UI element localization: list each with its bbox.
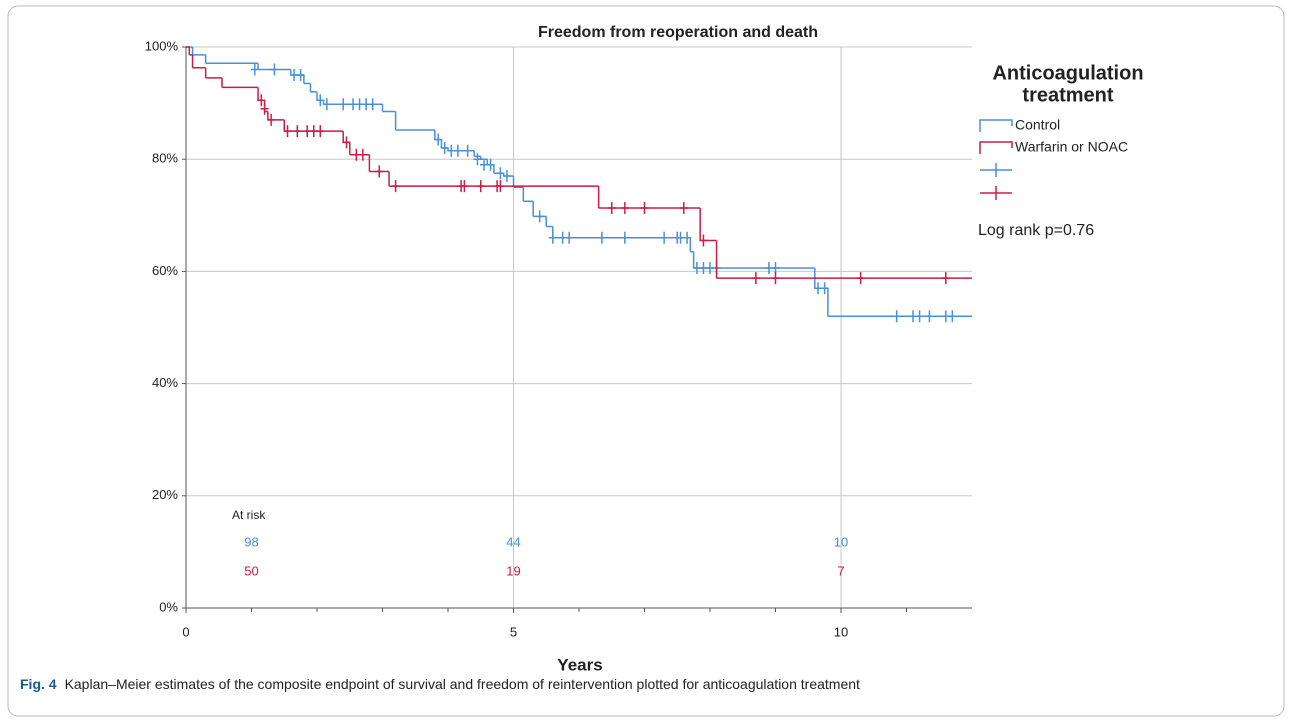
censor-mark: [771, 272, 780, 285]
y-tick-label: 60%: [152, 263, 178, 278]
censor-mark: [679, 202, 688, 215]
censor-mark: [699, 234, 708, 247]
figure-border: [7, 5, 1285, 717]
censor-mark: [496, 180, 505, 193]
censor-mark: [391, 180, 400, 193]
censor-mark: [342, 136, 351, 149]
at-risk-count: 10: [834, 534, 848, 549]
censor-mark: [640, 202, 649, 215]
annotation: Log rank p=0.76: [978, 222, 1094, 239]
censor-mark: [597, 231, 606, 244]
censor-mark: [660, 231, 669, 244]
censor-mark: [607, 202, 616, 215]
caption-text: Kaplan–Meier estimates of the composite …: [65, 676, 860, 692]
at-risk-label: At risk: [232, 508, 266, 522]
censor-mark: [496, 167, 505, 180]
caption: Fig. 4 Kaplan–Meier estimates of the comp…: [20, 676, 860, 692]
censor-mark: [316, 94, 325, 107]
censor-mark: [548, 231, 557, 244]
censor-mark: [486, 158, 495, 171]
censor-mark: [293, 125, 302, 138]
x-tick-label: 5: [510, 624, 517, 639]
censor-mark: [683, 231, 692, 244]
censor-mark: [260, 102, 269, 115]
censor-mark: [473, 153, 482, 166]
y-tick-label: 100%: [145, 38, 179, 53]
censor-mark: [820, 282, 829, 295]
x-tick-label: 10: [834, 624, 848, 639]
legend-title: Anticoagulation: [992, 62, 1143, 84]
censor-mark: [283, 125, 292, 138]
censor-mark: [460, 180, 469, 193]
censor-mark: [856, 272, 865, 285]
at-risk-count: 50: [244, 563, 258, 578]
y-tick-label: 80%: [152, 151, 178, 166]
at-risk-count: 19: [506, 563, 520, 578]
legend-line: [979, 119, 1013, 132]
censor-mark: [375, 165, 384, 178]
censor-mark: [339, 98, 348, 111]
censor-mark: [250, 63, 259, 76]
chart-title: Freedom from reoperation and death: [538, 24, 818, 41]
legend-title: treatment: [1022, 84, 1113, 106]
censor-mark: [440, 141, 449, 154]
legend-censor: [980, 186, 1012, 200]
at-risk-count: 44: [506, 534, 520, 549]
at-risk-count: 7: [837, 563, 844, 578]
censor-mark: [453, 144, 462, 157]
censor-mark: [296, 69, 305, 82]
legend-censor: [980, 163, 1012, 177]
censor-mark: [502, 170, 511, 183]
censor-mark: [434, 133, 443, 146]
x-tick-label: 0: [182, 624, 189, 639]
censor-mark: [892, 310, 901, 323]
censor-mark: [358, 148, 367, 161]
y-tick-label: 40%: [152, 375, 178, 390]
caption-label: Fig. 4: [20, 676, 57, 692]
censor-mark: [267, 113, 276, 126]
censor-mark: [948, 310, 957, 323]
censor-mark: [925, 310, 934, 323]
y-tick-label: 0%: [159, 599, 178, 614]
censor-mark: [620, 231, 629, 244]
legend-label: Warfarin or NOAC: [1015, 139, 1128, 155]
censor-mark: [476, 180, 485, 193]
legend-line: [979, 141, 1013, 154]
censor-mark: [771, 262, 780, 275]
legend-label: Control: [1015, 117, 1060, 133]
censor-mark: [751, 272, 760, 285]
y-tick-label: 20%: [152, 487, 178, 502]
censor-mark: [257, 94, 266, 107]
censor-mark: [565, 231, 574, 244]
censor-mark: [620, 202, 629, 215]
censor-mark: [368, 98, 377, 111]
censor-mark: [941, 272, 950, 285]
censor-mark: [270, 63, 279, 76]
x-axis-label: Years: [557, 655, 602, 674]
censor-mark: [463, 144, 472, 157]
censor-mark: [322, 98, 331, 111]
at-risk-count: 98: [244, 534, 258, 549]
censor-mark: [316, 125, 325, 138]
censor-mark: [915, 310, 924, 323]
censor-mark: [535, 210, 544, 223]
